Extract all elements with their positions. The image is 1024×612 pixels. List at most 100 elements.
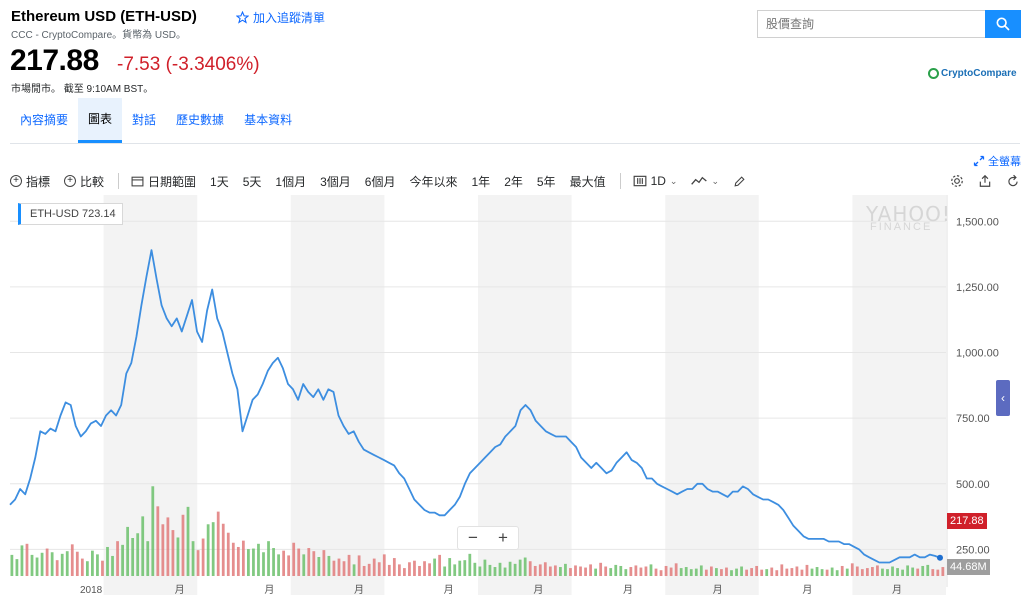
search-button[interactable] <box>985 10 1021 38</box>
range-5y[interactable]: 5年 <box>536 174 556 189</box>
search-input[interactable] <box>757 10 985 38</box>
x-tick-label: 月 <box>713 584 723 596</box>
quote-subinfo: CCC - CryptoCompare。貨幣為 USD。 <box>11 30 187 41</box>
price-chart-svg[interactable]: 1,500.00 1,250.00 1,000.00 750.00 500.00 250.… <box>0 195 1024 612</box>
watchlist-label: 加入追蹤清單 <box>253 11 326 25</box>
range-5d[interactable]: 5天 <box>242 174 262 189</box>
reset-icon[interactable] <box>1006 174 1020 188</box>
zoom-control: − + <box>457 526 519 550</box>
volume-bar <box>936 569 940 576</box>
volume-bar <box>30 554 34 576</box>
range-max[interactable]: 最大值 <box>569 174 606 189</box>
price-line <box>9 249 941 564</box>
draw-button[interactable] <box>733 175 746 188</box>
volume-bar <box>715 568 718 576</box>
volume-bar <box>327 555 331 576</box>
date-range-button[interactable]: 日期範圍 <box>131 173 196 190</box>
range-6m[interactable]: 6個月 <box>364 174 396 189</box>
volume-bar <box>684 567 688 576</box>
y-tick-label: 1,500.00 <box>956 216 999 228</box>
volume-bar <box>740 566 743 576</box>
volume-bar <box>367 563 371 576</box>
volume-bar <box>559 567 562 576</box>
volume-bar <box>785 568 789 576</box>
cryptocompare-logo: CryptoCompare <box>928 68 1017 79</box>
chart-legend: ETH-USD 723.14 <box>18 203 123 225</box>
y-tick-label: 750.00 <box>956 413 990 425</box>
volume-bar <box>287 555 291 576</box>
volume-bar <box>679 568 683 576</box>
add-to-watchlist-button[interactable]: 加入追蹤清單 <box>236 9 325 26</box>
volume-bar <box>704 569 708 576</box>
volume-bar <box>458 560 462 576</box>
volume-bar <box>896 568 899 576</box>
tab-chart[interactable]: 圖表 <box>78 98 123 143</box>
interval-dropdown[interactable]: 1D ⌄ <box>633 174 677 188</box>
volume-bar <box>211 522 215 576</box>
volume-bar <box>206 524 210 576</box>
tab-profile[interactable]: 基本資料 <box>244 113 293 127</box>
volume-bar <box>96 554 99 576</box>
range-3m[interactable]: 3個月 <box>320 174 351 189</box>
fullscreen-button[interactable]: 全螢幕 <box>973 153 1021 169</box>
volume-bar <box>15 559 19 576</box>
volume-bar <box>709 566 713 576</box>
volume-bar <box>448 558 452 576</box>
volume-bar <box>886 569 889 576</box>
y-tick-label: 1,250.00 <box>956 282 999 294</box>
volume-bar <box>770 567 774 576</box>
zoom-in-button[interactable]: + <box>498 528 508 547</box>
share-icon[interactable] <box>978 174 992 188</box>
side-panel-toggle[interactable]: ‹ <box>996 380 1010 416</box>
candle-bars-icon <box>633 175 646 187</box>
range-2y[interactable]: 2年 <box>504 174 523 189</box>
price-change: -7.53 (-3.3406%) <box>117 54 260 75</box>
quote-tabs: 內容摘要 圖表 對話 歷史數據 基本資料 <box>10 98 302 143</box>
volume-bar <box>941 567 945 576</box>
indicators-button[interactable]: + 指標 <box>10 173 50 190</box>
y-tick-label: 250.00 <box>956 544 990 556</box>
volume-bar <box>911 567 915 576</box>
cryptocompare-icon <box>928 68 939 79</box>
volume-bar <box>196 550 200 576</box>
volume-bar <box>850 563 854 576</box>
volume-bar <box>312 551 316 576</box>
volume-bar <box>392 558 396 576</box>
volume-bar <box>433 558 436 576</box>
volume-bar <box>735 568 738 576</box>
volume-bar <box>745 569 748 576</box>
volume-bar <box>136 533 140 576</box>
range-1d[interactable]: 1天 <box>210 174 229 189</box>
chart-type-dropdown[interactable]: ⌄ <box>691 175 719 187</box>
volume-bar <box>533 565 537 576</box>
price-chart[interactable]: 1,500.00 1,250.00 1,000.00 750.00 500.00 250.… <box>0 195 1024 612</box>
volume-bar <box>176 537 180 576</box>
gear-icon[interactable] <box>950 174 964 188</box>
volume-bar <box>669 567 673 576</box>
range-ytd[interactable]: 今年以來 <box>409 174 458 189</box>
volume-bar <box>131 538 135 576</box>
range-1m[interactable]: 1個月 <box>275 174 307 189</box>
volume-bar <box>186 506 190 576</box>
volume-bar <box>75 551 79 576</box>
tab-conversations[interactable]: 對話 <box>132 113 157 127</box>
volume-bar <box>906 565 910 576</box>
volume-bar <box>387 564 391 576</box>
volume-bar <box>538 564 542 576</box>
x-tick-label: 月 <box>175 584 185 596</box>
compare-button[interactable]: + 比較 <box>64 173 104 190</box>
pencil-icon <box>734 175 745 187</box>
volume-bar <box>805 564 809 576</box>
volume-bar <box>584 567 587 576</box>
volume-bar <box>498 562 502 576</box>
tab-historical-data[interactable]: 歷史數據 <box>176 113 225 127</box>
zoom-out-button[interactable]: − <box>468 528 478 547</box>
range-1y[interactable]: 1年 <box>471 174 491 189</box>
x-tick-label: 2018 <box>80 585 103 596</box>
volume-bar <box>780 564 784 576</box>
volume-bar <box>543 562 547 576</box>
tab-summary[interactable]: 內容摘要 <box>20 113 69 127</box>
chevron-down-icon: ⌄ <box>711 175 720 186</box>
volume-bar <box>694 568 698 576</box>
volume-bar <box>594 568 598 576</box>
